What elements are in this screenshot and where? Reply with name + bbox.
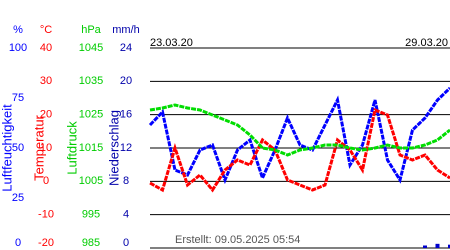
x-end-label: 29.03.20: [405, 37, 448, 49]
axis-unit: hPa: [81, 24, 101, 36]
y-tick-label: 985: [82, 237, 100, 249]
y-tick-label: 1005: [79, 175, 103, 187]
precip-bar: [435, 243, 440, 248]
y-tick-label: 0: [15, 237, 21, 249]
y-tick-label: 10: [40, 142, 52, 154]
y-tick-label: 1045: [79, 42, 103, 54]
axis-unit: mm/h: [112, 24, 140, 36]
axis-title: Luftdruck: [64, 121, 79, 175]
footer: Erstellt: 09.05.2025 05:54: [175, 234, 300, 246]
y-tick-label: 30: [40, 75, 52, 87]
y-tick-label: 16: [120, 109, 132, 121]
series-line: [148, 86, 450, 185]
axis-unit: °C: [40, 24, 52, 36]
y-tick-label: 1025: [79, 109, 103, 121]
y-tick-label: 40: [40, 42, 52, 54]
y-tick-label: -20: [38, 237, 54, 249]
axis-title: Temperatur: [31, 114, 46, 180]
series-line: [149, 103, 450, 157]
y-tick-label: 50: [12, 142, 24, 154]
y-tick-label: 20: [120, 75, 132, 87]
y-tick-label: 12: [120, 142, 132, 154]
axis-unit: %: [13, 24, 23, 36]
precip-bar: [448, 244, 450, 248]
y-tick-label: 0: [43, 175, 49, 187]
y-tick-label: 8: [123, 175, 129, 187]
y-tick-label: 0: [123, 237, 129, 249]
y-tick-label: 1015: [79, 142, 103, 154]
y-tick-label: 995: [82, 209, 100, 221]
series-line: [149, 107, 450, 193]
y-tick-label: -10: [38, 209, 54, 221]
precip-bar: [423, 245, 427, 248]
y-tick-label: 100: [9, 42, 27, 54]
x-start-label: 23.03.20: [150, 37, 193, 49]
y-tick-label: 25: [12, 192, 24, 204]
axis-title: Luftfeuchtigkeit: [0, 104, 14, 192]
y-tick-label: 20: [40, 109, 52, 121]
y-tick-label: 75: [12, 92, 24, 104]
y-tick-label: 1035: [79, 75, 103, 87]
axis-title: Niederschlag: [106, 110, 121, 186]
y-tick-label: 24: [120, 42, 132, 54]
y-tick-label: 4: [123, 209, 129, 221]
